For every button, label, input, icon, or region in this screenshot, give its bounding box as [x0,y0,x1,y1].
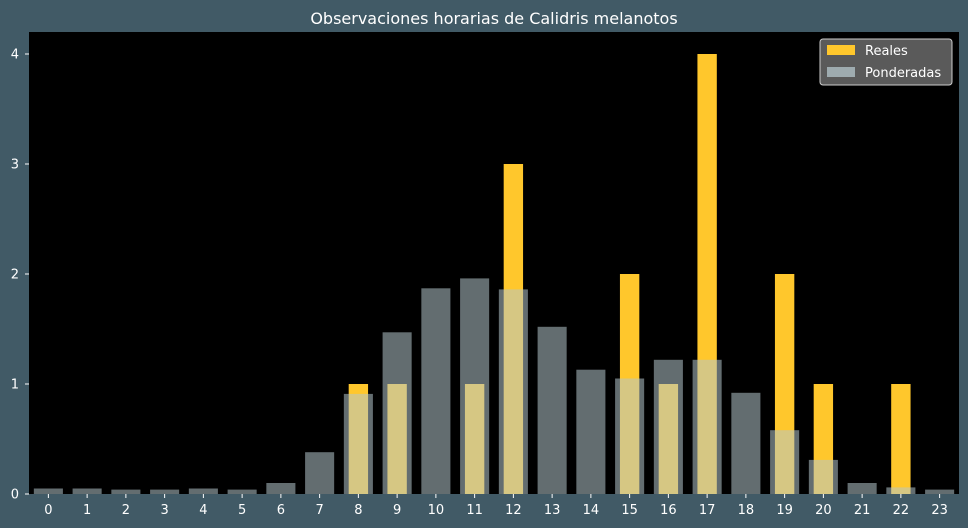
bar-ponderadas-16 [653,359,683,494]
x-tick-label-22: 22 [893,503,910,518]
x-tick-label-6: 6 [277,503,285,518]
bar-ponderadas-1 [72,488,102,494]
bar-reales-22 [891,384,911,494]
bar-ponderadas-10 [421,288,451,494]
legend-swatch-ponderadas [827,67,855,77]
bar-ponderadas-7 [305,452,335,494]
bar-ponderadas-5 [227,489,257,494]
x-tick-label-4: 4 [199,503,207,518]
bar-ponderadas-22 [886,487,916,494]
y-tick-label-3: 3 [11,158,19,173]
bar-ponderadas-14 [576,369,606,494]
legend-label-ponderadas: Ponderadas [865,66,941,81]
legend-swatch-reales [827,45,855,55]
x-tick-label-12: 12 [505,503,522,518]
bar-ponderadas-2 [111,489,141,494]
x-tick-label-1: 1 [83,503,91,518]
bar-ponderadas-8 [343,393,373,494]
x-tick-label-19: 19 [776,503,793,518]
x-tick-label-9: 9 [393,503,401,518]
x-tick-label-21: 21 [854,503,871,518]
x-tick-label-20: 20 [815,503,832,518]
x-tick-label-3: 3 [160,503,168,518]
bar-ponderadas-21 [847,483,877,494]
x-tick-label-5: 5 [238,503,246,518]
x-tick-label-10: 10 [428,503,445,518]
bar-ponderadas-11 [460,278,490,494]
bar-ponderadas-4 [188,488,218,494]
bar-ponderadas-9 [382,332,412,494]
x-tick-label-8: 8 [354,503,362,518]
y-tick-label-0: 0 [11,488,19,503]
x-tick-label-23: 23 [931,503,948,518]
x-tick-label-18: 18 [738,503,755,518]
y-axis: 0 1 2 3 4 [11,48,29,503]
y-tick-label-2: 2 [11,268,19,283]
bar-ponderadas-0 [33,488,63,494]
bar-ponderadas-15 [615,378,645,494]
x-tick-label-15: 15 [621,503,638,518]
x-tick-label-17: 17 [699,503,716,518]
legend-label-reales: Reales [865,44,908,59]
chart-title: Observaciones horarias de Calidris melan… [310,9,677,28]
x-tick-label-11: 11 [466,503,483,518]
bar-ponderadas-3 [150,489,180,494]
bar-ponderadas-6 [266,483,296,494]
x-axis: 0 1 2 3 4 5 6 7 8 9 10 11 12 13 14 15 16 17 18 19 20 21 22 23 [44,494,948,518]
plot-area [29,32,959,494]
bar-ponderadas-18 [731,392,761,494]
x-tick-label-16: 16 [660,503,677,518]
bar-ponderadas-17 [692,359,722,494]
bar-ponderadas-20 [808,459,838,494]
x-tick-label-2: 2 [122,503,130,518]
legend: Reales Ponderadas [819,38,953,86]
x-tick-label-7: 7 [315,503,323,518]
bar-ponderadas-19 [770,430,800,494]
bars-ponderadas [33,278,955,494]
bar-ponderadas-23 [925,489,955,494]
y-tick-label-1: 1 [11,378,19,393]
x-tick-label-14: 14 [583,503,600,518]
bar-ponderadas-13 [537,326,567,494]
x-tick-label-0: 0 [44,503,52,518]
y-tick-label-4: 4 [11,48,19,63]
bar-ponderadas-12 [498,289,528,494]
x-tick-label-13: 13 [544,503,561,518]
